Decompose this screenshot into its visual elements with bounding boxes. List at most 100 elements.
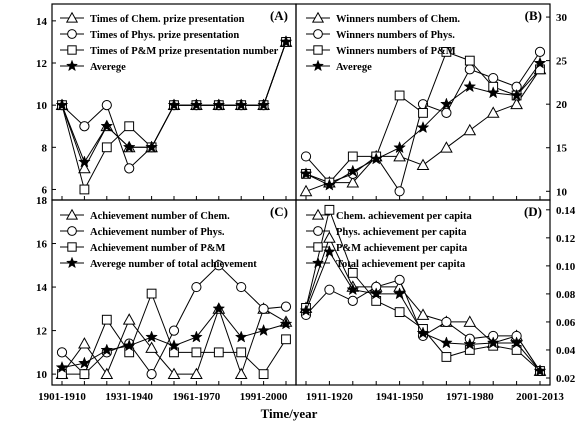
- legend-marker: [68, 243, 76, 251]
- legend-marker: [67, 257, 78, 267]
- y-tick-label: 30: [556, 12, 568, 24]
- legend-label: Chem. achievement per capita: [336, 211, 472, 222]
- y-tick-label: 25: [556, 56, 568, 68]
- legend-label: Phys. achievement per capita: [336, 227, 467, 238]
- legend-marker: [314, 30, 323, 39]
- data-point: [325, 205, 334, 214]
- panel-0: (A)68101214 Times of Chem. prize presenta…: [36, 4, 296, 200]
- data-point: [281, 302, 290, 311]
- legend-label: Averege number of total achievement: [90, 259, 257, 270]
- panel-3: (D) 0.02 0.04 0.06 0.08 0.10 0.12 0.14 1911-1920…: [296, 200, 576, 403]
- data-point: [192, 348, 201, 357]
- data-point: [80, 185, 89, 194]
- legend-label: Winners numbers of Chem.: [336, 14, 460, 25]
- legend-marker: [313, 210, 323, 219]
- data-point: [348, 152, 357, 161]
- x-tick-label: 1911-1920: [306, 391, 354, 403]
- x-tick-label: 2001-2013: [516, 391, 564, 403]
- data-point: [324, 232, 335, 242]
- data-point: [465, 56, 474, 65]
- data-point: [259, 370, 268, 379]
- legend-label: Achievement number of Phys.: [90, 227, 225, 238]
- legend-marker: [67, 60, 78, 70]
- y-tick-label: 15: [556, 143, 568, 155]
- legend-marker: [313, 13, 323, 22]
- data-point: [102, 315, 111, 324]
- data-point: [348, 296, 357, 305]
- data-point: [57, 348, 66, 357]
- panel-1: (B) 10 15 20 25 30 Winners numbers of Chem. Win…: [296, 4, 568, 200]
- y-tick-label: 18: [36, 195, 48, 207]
- legend-marker: [313, 257, 324, 267]
- data-point: [214, 348, 223, 357]
- data-point: [258, 325, 269, 336]
- legend-label: Achievement number of Chem.: [90, 211, 230, 222]
- legend-marker: [313, 60, 324, 70]
- data-point: [301, 186, 312, 196]
- data-point: [125, 122, 134, 131]
- y-tick-label: 10: [36, 369, 48, 381]
- y-tick-label: 10: [556, 186, 568, 198]
- data-point: [325, 285, 334, 294]
- legend-marker: [68, 46, 76, 54]
- data-point: [347, 284, 358, 295]
- data-point: [282, 335, 291, 344]
- x-axis-label: Time/year: [261, 406, 318, 421]
- data-point: [102, 143, 111, 152]
- legend-marker: [68, 30, 77, 39]
- legend-marker: [314, 243, 322, 251]
- y-tick-label: 0.08: [556, 289, 576, 301]
- y-tick-label: 0.02: [556, 373, 576, 385]
- data-point: [80, 122, 89, 131]
- legend-marker: [67, 13, 77, 22]
- legend-marker: [68, 227, 77, 236]
- y-tick-label: 20: [556, 99, 568, 111]
- data-point: [442, 353, 451, 362]
- x-tick-label: 1901-1910: [38, 391, 86, 403]
- data-point: [147, 370, 156, 379]
- data-point: [442, 108, 451, 117]
- data-point: [442, 317, 451, 326]
- y-tick-label: 12: [36, 58, 48, 70]
- y-tick-label: 14: [36, 282, 48, 294]
- data-point: [237, 282, 246, 291]
- data-point: [395, 275, 404, 284]
- y-tick-label: 0.14: [556, 205, 576, 217]
- x-tick-label: 1991-2000: [240, 391, 288, 403]
- data-point: [464, 125, 475, 135]
- data-point: [418, 160, 429, 170]
- legend-marker: [314, 46, 322, 54]
- y-tick-label: 16: [36, 239, 48, 251]
- y-tick-label: 0.06: [556, 317, 576, 329]
- data-point: [125, 164, 134, 173]
- legend-label: Times of Chem. prize presentation: [90, 14, 245, 25]
- y-tick-label: 10: [36, 100, 48, 112]
- data-point: [395, 308, 404, 317]
- panel-2: (C) 10 12 14 16 18 1901-1910 1931-1940 1961-1970…: [36, 195, 296, 403]
- data-point: [124, 314, 135, 324]
- data-point: [488, 107, 499, 117]
- legend-label: Winners numbers of P&M: [336, 46, 456, 57]
- legend-marker: [314, 227, 323, 236]
- data-point: [489, 73, 498, 82]
- data-point: [146, 343, 157, 353]
- data-point: [419, 108, 428, 117]
- x-tick-label: 1971-1980: [446, 391, 494, 403]
- legend-label: Averege: [90, 62, 126, 73]
- data-point: [464, 316, 475, 326]
- legend-label: Averege: [336, 62, 372, 73]
- data-point: [101, 369, 112, 379]
- data-point: [535, 47, 544, 56]
- y-tick-label: 14: [36, 16, 48, 28]
- panel-label: (C): [270, 204, 288, 219]
- legend-label: P&M achievement per capita: [336, 243, 468, 254]
- y-tick-label: 12: [36, 326, 48, 338]
- series-line-0: [306, 238, 540, 371]
- data-point: [236, 369, 247, 379]
- data-point: [395, 91, 404, 100]
- y-tick-label: 0.10: [556, 261, 576, 273]
- x-tick-label: 1941-1950: [376, 391, 424, 403]
- x-tick-label: 1931-1940: [105, 391, 153, 403]
- legend-label: Times of Phys. prize presentation: [90, 30, 239, 41]
